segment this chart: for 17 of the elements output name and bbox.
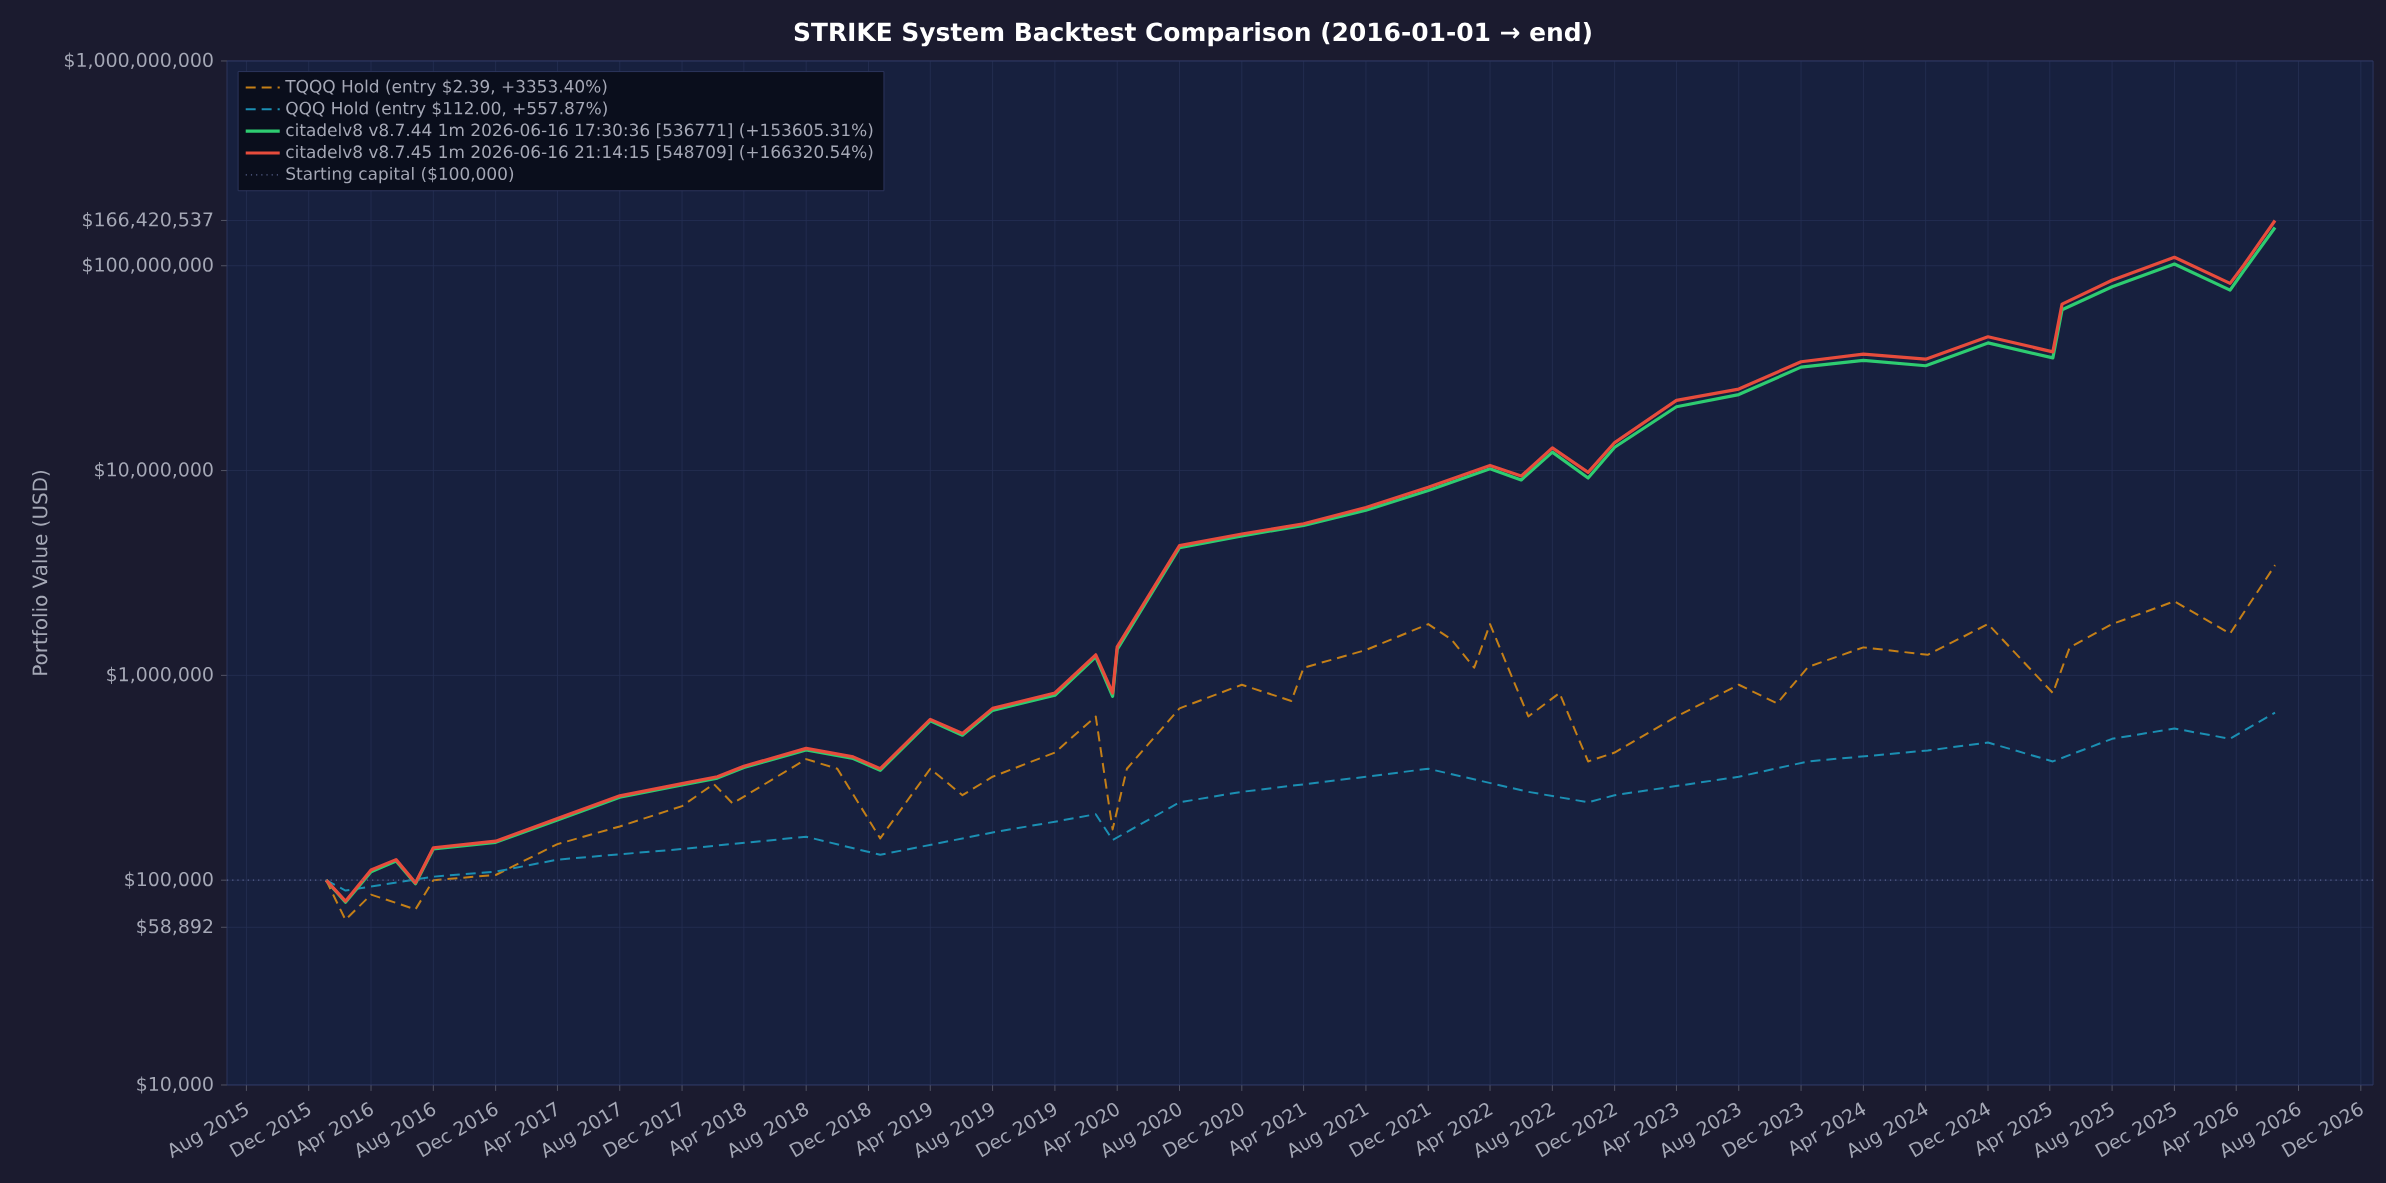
line-series: [325, 564, 2277, 921]
y-tick-label: $1,000,000,000: [65, 52, 213, 70]
y-tick-label: $58,892: [137, 918, 213, 936]
y-axis-title: Portfolio Value (USD): [32, 470, 50, 675]
chart-title: STRIKE System Backtest Comparison (2016-01-01 → end): [794, 22, 1591, 47]
y-tick-label: $10,000: [137, 1076, 213, 1094]
legend-label: citadelv8 v8.7.45 1m 2026-06-16 21:14:15 [548709] (+166320.54%): [286, 145, 873, 161]
legend-label: Starting capital ($100,000): [286, 166, 514, 184]
y-tick-label: $100,000,000: [83, 257, 213, 275]
y-tick-label: $166,420,537: [83, 211, 213, 230]
y-tick-label: $10,000,000: [95, 461, 213, 480]
y-tick-label: $1,000,000: [107, 666, 213, 684]
line-series: [325, 711, 2277, 892]
legend-label: citadelv8 v8.7.44 1m 2026-06-16 17:30:36 [536771] (+153605.31%): [286, 123, 873, 139]
legend-label: QQQ Hold (entry $112.00, +557.87%): [286, 101, 607, 118]
y-tick-label: $100,000: [125, 871, 213, 889]
legend-label: TQQQ Hold (entry $2.39, +3353.40%): [285, 79, 607, 96]
